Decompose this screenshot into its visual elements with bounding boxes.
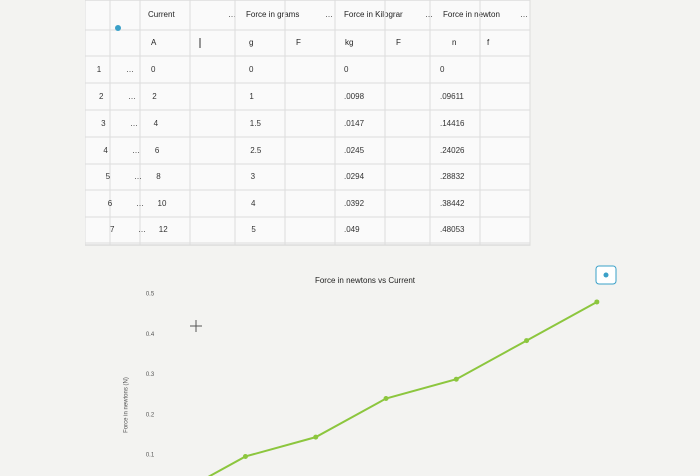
cell: 1 [249,92,254,101]
cell: .48053 [440,225,465,234]
unit-label: g [249,38,253,47]
data-point [383,396,389,402]
data-line [207,301,598,476]
row-menu: … [130,119,138,128]
cell: 1.5 [250,119,262,128]
column-header: Force in newton [443,10,500,19]
row-menu: … [126,65,134,74]
cell: 2 [152,92,157,101]
column-header: Force in grams [246,10,299,19]
cursor [190,320,202,332]
row-number: 4 [103,146,108,155]
cell: 8 [156,172,161,181]
cell: 0 [440,65,445,74]
row-menu: … [132,146,140,155]
cell: 0 [344,65,349,74]
data-point [453,376,459,382]
chart-title: Force in newtons vs Current [315,276,416,285]
column-menu: … [325,10,333,19]
unit-label: F [296,38,301,47]
cell: .24026 [440,146,465,155]
cell: .0245 [344,146,365,155]
data-point [242,453,248,459]
cell: 4 [154,119,159,128]
cell: 10 [158,199,167,208]
unit-label: kg [345,38,353,47]
select-icon[interactable] [115,25,121,31]
y-tick-label: 0.4 [146,332,155,338]
y-tick-label: 0.1 [146,452,155,458]
y-tick-label: 0.2 [146,412,155,418]
row-number: 6 [108,199,113,208]
cell: .14416 [440,119,465,128]
column-menu: … [228,10,236,19]
cell: .28832 [440,172,465,181]
y-axis-label: Force in newtons (N) [124,377,130,433]
cell: .0147 [344,119,365,128]
unit-label: n [452,38,456,47]
cell: 12 [159,225,168,234]
cell: 5 [251,225,256,234]
cell: .0098 [344,92,365,101]
cell: 4 [251,199,256,208]
column-header: Force in Kilograr [344,10,403,19]
cell: 3 [251,172,256,181]
column-header: Current [148,10,175,19]
row-menu: … [136,199,144,208]
data-point [524,338,530,344]
cell: 2.5 [250,146,262,155]
unit-label: F [396,38,401,47]
cell: 0 [151,65,156,74]
row-number: 7 [110,225,115,234]
plot-area [207,299,600,476]
unit-label: A [151,38,157,47]
cell: .049 [344,225,360,234]
cell: .0294 [344,172,365,181]
table: Current Force in grams Force in Kilograr Fo… [84,0,531,245]
row-number: 5 [106,172,111,181]
column-menu: … [520,10,528,19]
chart-options-icon [603,272,609,278]
unit-label: f [487,38,490,47]
data-point [313,434,319,440]
y-tick-label: 0.3 [146,372,155,378]
row-menu: … [128,92,136,101]
cell: .0392 [344,199,365,208]
row-menu: … [138,225,146,234]
margin [0,0,85,476]
cell: .38442 [440,199,465,208]
cell: 0 [249,65,254,74]
column-menu: … [425,10,433,19]
row-number: 2 [99,92,104,101]
cell: 6 [155,146,160,155]
cell: .09611 [440,92,464,101]
table-background [84,0,531,246]
row-menu: … [134,172,142,181]
data-point [594,299,600,305]
row-number: 1 [97,65,102,74]
y-tick-label: 0.5 [146,292,155,298]
row-number: 3 [101,119,106,128]
